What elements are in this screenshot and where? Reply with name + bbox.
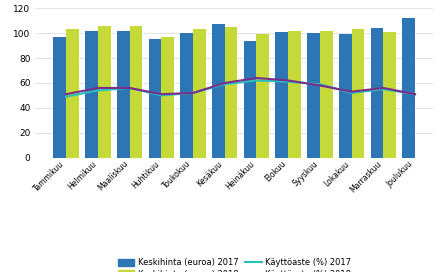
Bar (161, 37, 174, 158)
Bar (117, 31, 130, 158)
Bar (193, 29, 206, 158)
Bar (307, 33, 320, 158)
Bar (130, 26, 142, 158)
Bar (66, 29, 79, 158)
Bar (85, 31, 98, 158)
Bar (225, 27, 237, 158)
Bar (98, 26, 110, 158)
Bar (339, 34, 352, 158)
Bar (352, 29, 364, 158)
Bar (256, 34, 269, 158)
Bar (320, 31, 332, 158)
Legend: Keskihinta (euroa) 2017, Keskihinta (euroa) 2018, Käyttöaste (%) 2017, Käyttöast: Keskihinta (euroa) 2017, Keskihinta (eur… (114, 255, 354, 272)
Bar (275, 32, 288, 158)
Bar (383, 32, 396, 158)
Bar (244, 41, 256, 158)
Bar (288, 31, 301, 158)
Bar (212, 24, 225, 158)
Bar (371, 28, 383, 158)
Bar (180, 33, 193, 158)
Bar (402, 18, 415, 158)
Bar (149, 39, 161, 158)
Bar (53, 37, 66, 158)
